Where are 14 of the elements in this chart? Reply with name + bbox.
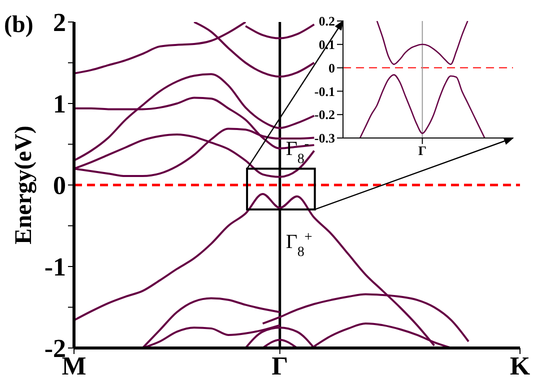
chart-title: (b) bbox=[4, 12, 34, 39]
y-tick-label: -0.1 bbox=[314, 84, 335, 99]
y-tick-label: 0 bbox=[53, 171, 66, 200]
y-tick-label: -0.3 bbox=[314, 130, 336, 146]
y-tick-label: 0.2 bbox=[318, 14, 335, 29]
y-tick-label: 1 bbox=[53, 90, 66, 119]
x-tick-label: K bbox=[510, 351, 531, 380]
y-tick-label: 0 bbox=[328, 60, 335, 76]
x-tick-label: Γ bbox=[418, 143, 426, 158]
y-tick-label: 2 bbox=[53, 8, 66, 38]
y-axis-title: Energy(eV) bbox=[11, 126, 37, 244]
y-tick-label: -0.2 bbox=[314, 107, 335, 122]
y-tick-label: -1 bbox=[44, 252, 66, 282]
x-tick-label: Γ bbox=[272, 351, 288, 380]
